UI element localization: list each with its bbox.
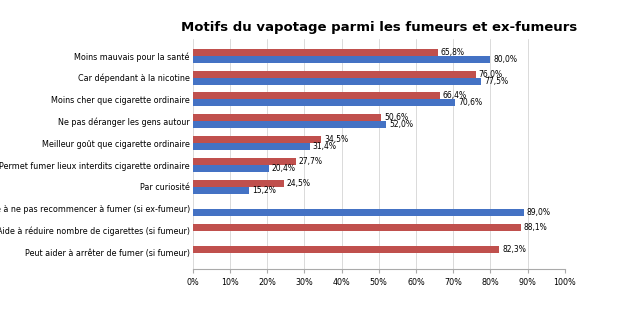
Bar: [193, 78, 482, 85]
Bar: [193, 49, 438, 56]
Bar: [193, 99, 455, 107]
Text: 89,0%: 89,0%: [527, 208, 551, 217]
Text: 77,5%: 77,5%: [484, 77, 508, 86]
Bar: [193, 246, 499, 253]
Bar: [193, 209, 524, 216]
Text: 52,0%: 52,0%: [389, 120, 413, 129]
Bar: [193, 187, 249, 194]
Bar: [193, 136, 321, 143]
Bar: [193, 224, 521, 231]
Text: 50,6%: 50,6%: [384, 113, 408, 122]
Bar: [193, 180, 284, 187]
Bar: [193, 165, 268, 172]
Text: 65,8%: 65,8%: [440, 48, 465, 57]
Bar: [193, 56, 490, 63]
Text: 70,6%: 70,6%: [458, 98, 483, 108]
Text: 20,4%: 20,4%: [272, 164, 295, 173]
Text: 24,5%: 24,5%: [287, 179, 311, 188]
Text: 27,7%: 27,7%: [299, 157, 323, 166]
Text: 82,3%: 82,3%: [502, 245, 526, 254]
Text: 76,0%: 76,0%: [478, 70, 503, 79]
Bar: [193, 92, 440, 99]
Text: 66,4%: 66,4%: [443, 92, 467, 100]
Text: 31,4%: 31,4%: [313, 142, 336, 151]
Text: 34,5%: 34,5%: [324, 135, 348, 144]
Text: 88,1%: 88,1%: [524, 223, 548, 232]
Bar: [193, 143, 309, 150]
Bar: [193, 71, 476, 78]
Bar: [193, 121, 386, 128]
Title: Motifs du vapotage parmi les fumeurs et ex-fumeurs: Motifs du vapotage parmi les fumeurs et …: [180, 21, 577, 34]
Text: 80,0%: 80,0%: [494, 55, 517, 64]
Bar: [193, 158, 296, 165]
Bar: [193, 114, 381, 121]
Text: 15,2%: 15,2%: [252, 186, 276, 195]
